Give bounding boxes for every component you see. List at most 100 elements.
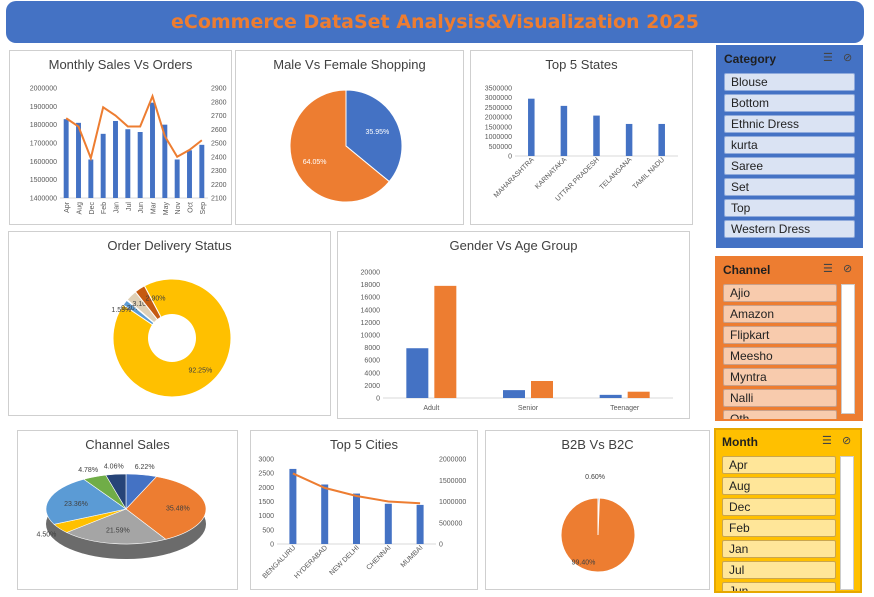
y2-tick-label: 2300 [211,168,227,175]
y2-tick-label: 2400 [211,154,227,161]
bar [88,159,94,198]
slice-label: 2.90% [146,295,166,302]
gender-pie-chart-panel[interactable]: Male Vs Female Shopping 35.95% 64.05% [235,50,464,225]
slicer-item[interactable]: Western Dress [724,220,855,238]
y2-tick-label: 2200 [211,182,227,189]
slicer-item[interactable]: Top [724,199,855,217]
multi-select-icon[interactable]: ☰ [822,435,832,447]
bar [503,390,525,398]
pie-slice [65,508,167,545]
slicer-item[interactable]: Flipkart [723,326,837,344]
slicer-item[interactable]: Saree [724,157,855,175]
x-tick-label: MAHARASHTRA [493,156,536,199]
slicer-scrollbar[interactable] [841,284,855,414]
slicer-item[interactable]: Ethnic Dress [724,115,855,133]
month-slicer-title: Month [722,435,758,449]
channel-slicer[interactable]: Channel ☰ ⊘ Ajio Amazon Flipkart Meesho Mynt… [715,256,863,421]
slicer-item[interactable]: Myntra [723,368,837,386]
slicer-item[interactable]: Meesho [723,347,837,365]
bar [560,105,568,156]
slicer-item[interactable]: Set [724,178,855,196]
y-tick-label: 2500 [258,471,274,478]
x-tick-label: Mar [151,201,158,214]
month-slicer[interactable]: Month ☰ ⊘ Apr Aug Dec Feb Jan Jul Jun [714,428,862,593]
slicer-item[interactable]: Aug [722,477,836,495]
bar [434,285,457,398]
pie-slice [125,476,207,540]
y2-tick-label: 1500000 [439,478,466,485]
clear-filter-icon[interactable]: ⊘ [842,435,852,447]
slicer-item[interactable]: Ajio [723,284,837,302]
y-tick-label: 1900000 [30,104,57,111]
y-tick-label: 4000 [364,370,380,377]
y-tick-label: 3000000 [485,95,512,102]
bar [174,159,180,198]
y-tick-label: 1500000 [30,177,57,184]
slicer-item[interactable]: kurta [724,136,855,154]
age-group-chart: 0 2000 4000 6000 8000 10000 12000 14000 16000 180… [361,270,673,412]
clear-filter-icon[interactable]: ⊘ [843,52,853,64]
x-tick-label: Dec [89,202,96,215]
slicer-item[interactable]: Jun [722,582,836,591]
gender-pie-chart-title: Male Vs Female Shopping [273,57,426,72]
slicer-item[interactable]: Amazon [723,305,837,323]
slice-label: 4.50% [37,531,57,538]
slicer-item[interactable]: Bottom [724,94,855,112]
x-tick-label: Apr [64,201,71,213]
channel-sales-chart-panel[interactable]: Channel Sales 6.22% 35.48% 21.59% 4.50% 23.3… [17,430,238,590]
gender-pie-chart: 35.95% 64.05% [289,89,403,203]
y2-tick-label: 2900 [211,86,227,93]
multi-select-icon[interactable]: ☰ [823,263,833,275]
delivery-status-chart-panel[interactable]: Order Delivery Status 92.25% 1.55% 0.20% 3.… [8,231,331,416]
pie-slice [345,89,403,183]
x-tick-label: TELANGANA [599,156,634,191]
delivery-status-chart: 92.25% 1.55%0.20%3.10%2.90% [111,278,232,398]
y-tick-label: 0 [270,542,274,549]
y-tick-label: 500000 [489,144,512,151]
y2-tick-label: 2800 [211,99,227,106]
slicer-item[interactable]: Jan [722,540,836,558]
slicer-item[interactable]: Feb [722,519,836,537]
y-tick-label: 2000 [364,383,380,390]
slicer-item[interactable]: Dec [722,498,836,516]
pie-slice [289,89,390,203]
dashboard-title: eCommerce DataSet Analysis&Visualization… [170,11,700,33]
y2-tick-label: 2000000 [439,457,466,464]
x-tick-label: Feb [101,202,108,214]
top-cities-chart-panel[interactable]: Top 5 Cities 0 500 1000 1500 2000 2500 3000 0 50… [250,430,478,590]
b2b-b2c-chart-title: B2B Vs B2C [561,437,634,452]
bar [76,122,81,198]
top-states-chart-panel[interactable]: Top 5 States 0 500000 1000000 1500000 200000… [470,50,693,225]
b2b-b2c-chart-panel[interactable]: B2B Vs B2C 0.60% 99.40% [485,430,710,590]
x-tick-label: NEW DELHI [328,544,360,576]
x-tick-label: Nov [175,202,182,215]
doughnut-hole [148,314,196,362]
month-slicer-header: Month ☰ ⊘ [716,430,860,454]
multi-select-icon[interactable]: ☰ [823,52,833,64]
x-tick-label: Aug [77,202,84,215]
bar [137,132,143,198]
category-slicer[interactable]: Category ☰ ⊘ Blouse Bottom Ethnic Dress kur… [716,45,863,248]
slicer-item[interactable]: Jul [722,561,836,579]
slice-label: 1.55% [111,307,131,314]
top-cities-chart-title: Top 5 Cities [330,437,398,452]
slicer-item[interactable]: Oth [723,410,837,419]
bar [187,150,192,198]
y2-tick-label: 2600 [211,127,227,134]
monthly-sales-chart-panel[interactable]: Monthly Sales Vs Orders 1400000 1500000 16… [9,50,232,225]
x-tick-label: BENGALURU [262,544,298,580]
age-group-chart-panel[interactable]: Gender Vs Age Group 0 2000 4000 6000 8000 100… [337,231,690,419]
x-tick-label: Jan [114,202,121,213]
channel-slicer-title: Channel [723,263,771,277]
slicer-item[interactable]: Nalli [723,389,837,407]
monthly-sales-chart-title: Monthly Sales Vs Orders [48,57,193,72]
slicer-item[interactable]: Blouse [724,73,855,91]
bar [384,503,392,544]
category-slicer-header: Category ☰ ⊘ [718,47,861,71]
slicer-scrollbar[interactable] [840,456,854,590]
bar [162,124,168,198]
slicer-item[interactable]: Apr [722,456,836,474]
clear-filter-icon[interactable]: ⊘ [843,263,853,275]
y2-tick-label: 500000 [439,520,462,527]
channel-sales-chart: 6.22% 35.48% 21.59% 4.50% 23.36% 4.78% 4.06% [37,464,207,559]
